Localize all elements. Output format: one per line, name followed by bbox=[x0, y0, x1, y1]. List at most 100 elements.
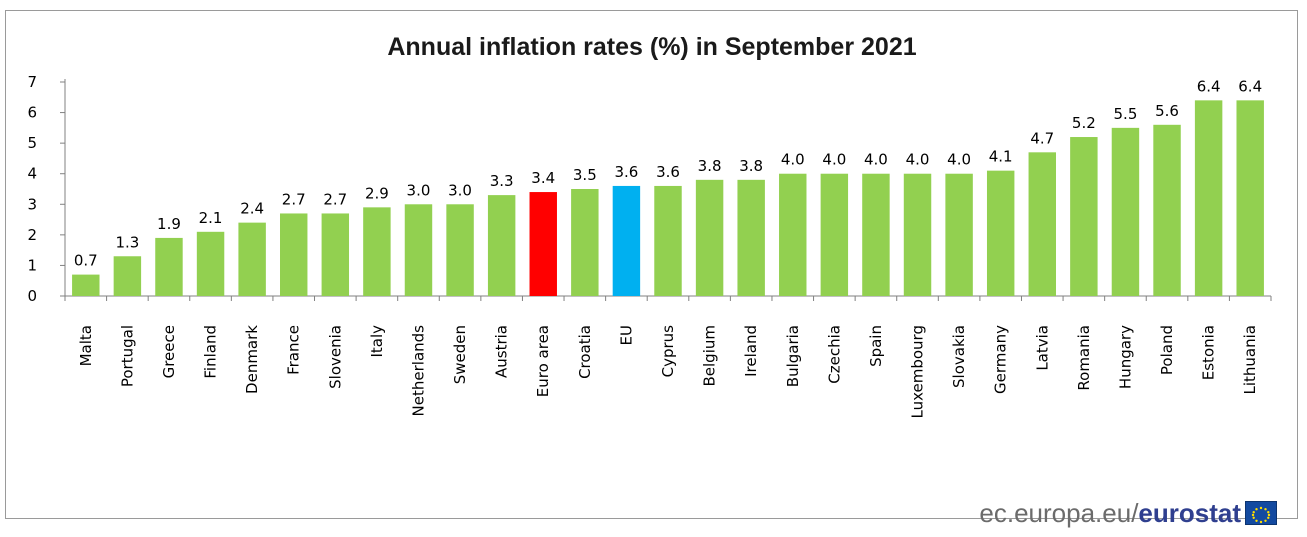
category-label: Euro area bbox=[534, 325, 552, 397]
category-label: Germany bbox=[992, 325, 1010, 394]
data-label: 2.1 bbox=[199, 209, 223, 227]
category-label: Denmark bbox=[243, 325, 261, 394]
y-tick-label: 5 bbox=[27, 134, 37, 152]
data-label: 2.7 bbox=[282, 190, 306, 208]
bar bbox=[487, 195, 516, 296]
source-footer: ec.europa.eu/eurostat bbox=[979, 498, 1277, 528]
bar bbox=[280, 213, 308, 296]
y-tick-label: 2 bbox=[27, 226, 37, 244]
data-label: 2.9 bbox=[365, 184, 389, 202]
eu-flag-icon bbox=[1245, 501, 1277, 525]
bar bbox=[196, 231, 225, 296]
data-label: 2.7 bbox=[323, 190, 347, 208]
category-label: Slovenia bbox=[326, 325, 344, 389]
data-label: 5.5 bbox=[1114, 105, 1138, 123]
bar bbox=[737, 179, 765, 296]
bar bbox=[571, 189, 599, 296]
category-label: Lithuania bbox=[1241, 325, 1259, 394]
category-label: Spain bbox=[867, 325, 885, 367]
category-label: Romania bbox=[1075, 325, 1093, 391]
data-label: 3.0 bbox=[407, 181, 431, 199]
category-label: Cyprus bbox=[659, 325, 677, 378]
bar bbox=[862, 173, 890, 296]
category-label: Malta bbox=[77, 325, 95, 366]
category-label: Latvia bbox=[1033, 325, 1051, 371]
bar bbox=[238, 222, 266, 296]
data-label: 4.7 bbox=[1030, 129, 1054, 147]
data-label: 4.0 bbox=[947, 151, 971, 169]
category-label: Netherlands bbox=[409, 325, 427, 417]
data-label: 4.0 bbox=[864, 151, 888, 169]
category-label: Luxembourg bbox=[909, 325, 927, 419]
category-label: Sweden bbox=[451, 325, 469, 384]
bar bbox=[529, 192, 557, 296]
data-label: 1.9 bbox=[157, 215, 181, 233]
data-label: 3.3 bbox=[490, 172, 514, 190]
category-label: Portugal bbox=[118, 325, 136, 387]
data-label: 3.6 bbox=[614, 163, 638, 181]
category-label: Slovakia bbox=[950, 325, 968, 388]
category-label: France bbox=[285, 325, 303, 375]
category-label: Croatia bbox=[576, 325, 594, 379]
data-label: 6.4 bbox=[1197, 77, 1221, 95]
bar bbox=[1236, 100, 1264, 296]
bar bbox=[903, 173, 932, 296]
bar bbox=[363, 207, 391, 296]
bar bbox=[446, 204, 474, 296]
bar bbox=[1070, 137, 1098, 296]
category-label: Bulgaria bbox=[784, 325, 802, 387]
data-label: 4.0 bbox=[781, 151, 805, 169]
bar bbox=[1111, 127, 1140, 296]
y-tick-label: 0 bbox=[27, 287, 37, 305]
category-label: Estonia bbox=[1200, 325, 1218, 380]
bar bbox=[404, 204, 433, 296]
bar bbox=[321, 213, 350, 296]
data-label: 2.4 bbox=[240, 200, 264, 218]
bar bbox=[654, 185, 682, 296]
data-label: 5.2 bbox=[1072, 114, 1096, 132]
bar bbox=[155, 237, 183, 296]
data-label: 3.5 bbox=[573, 166, 597, 184]
y-tick-label: 6 bbox=[27, 104, 37, 122]
data-label: 1.3 bbox=[115, 233, 139, 251]
bar bbox=[1028, 152, 1056, 296]
data-label: 3.8 bbox=[739, 157, 763, 175]
category-label: Italy bbox=[368, 325, 386, 358]
data-label: 5.6 bbox=[1155, 102, 1179, 120]
bar bbox=[612, 185, 641, 296]
data-label: 3.6 bbox=[656, 163, 680, 181]
y-tick-label: 4 bbox=[27, 165, 37, 183]
bar bbox=[72, 274, 100, 296]
bar bbox=[820, 173, 849, 296]
bar-chart: 0 1 2 3 4 5 6 7 0.7 Malta 1.3 Portugal 1.9 Greece 2.1 F… bbox=[27, 73, 1272, 419]
y-tick-label: 7 bbox=[27, 73, 37, 91]
bar bbox=[779, 173, 807, 296]
category-label: Hungary bbox=[1116, 325, 1134, 389]
data-label: 3.0 bbox=[448, 181, 472, 199]
data-label: 0.7 bbox=[74, 252, 98, 270]
bar bbox=[1194, 100, 1223, 296]
source-domain: ec.europa.eu/ bbox=[979, 497, 1139, 528]
category-label: Austria bbox=[493, 325, 511, 378]
y-tick-label: 3 bbox=[27, 195, 37, 213]
category-label: Finland bbox=[202, 325, 220, 379]
bar bbox=[695, 179, 724, 296]
y-tick-label: 1 bbox=[27, 256, 37, 274]
data-label: 4.1 bbox=[989, 148, 1013, 166]
category-label: EU bbox=[617, 325, 635, 345]
bar bbox=[1153, 124, 1181, 296]
bar bbox=[945, 173, 973, 296]
data-label: 3.8 bbox=[698, 157, 722, 175]
category-label: Belgium bbox=[701, 325, 719, 387]
data-label: 4.0 bbox=[906, 151, 930, 169]
chart-title: Annual inflation rates (%) in September … bbox=[387, 33, 917, 61]
data-label: 3.4 bbox=[531, 169, 555, 187]
chart-frame: Annual inflation rates (%) in September … bbox=[5, 10, 1298, 528]
eurostat-brand: eurostat bbox=[1138, 497, 1241, 528]
bar bbox=[113, 256, 142, 296]
data-label: 6.4 bbox=[1238, 77, 1262, 95]
data-label: 4.0 bbox=[822, 151, 846, 169]
category-label: Poland bbox=[1158, 325, 1176, 375]
category-label: Ireland bbox=[742, 325, 760, 377]
bar bbox=[986, 170, 1015, 296]
